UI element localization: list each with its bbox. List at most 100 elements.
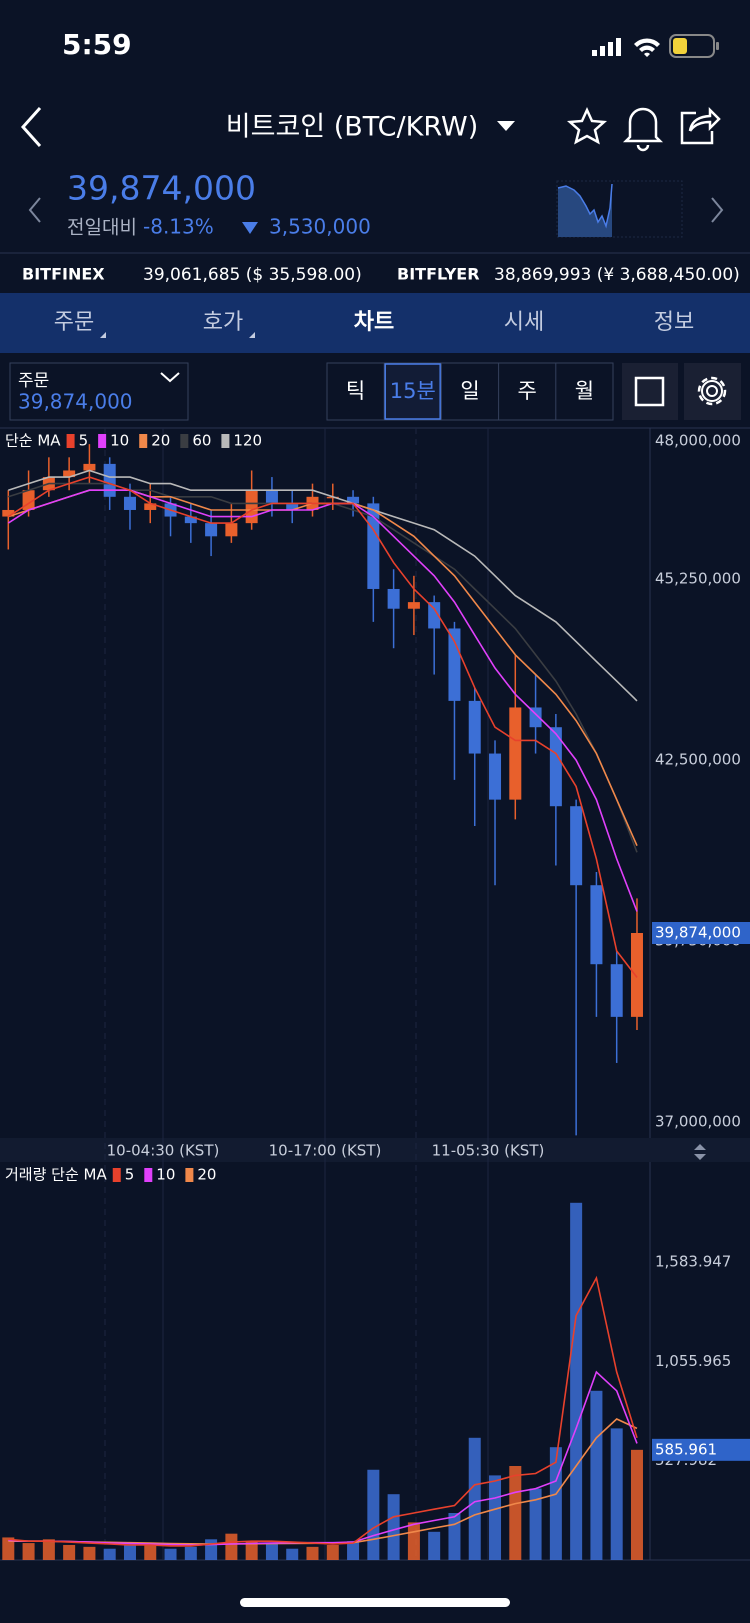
candle-body — [468, 700, 481, 754]
status-time: 5:59 — [62, 28, 132, 61]
favorite-button[interactable] — [566, 106, 608, 145]
candle-body — [428, 602, 441, 629]
legend-swatch — [66, 434, 75, 448]
volume-bar — [83, 1546, 96, 1560]
ma-line — [7, 476, 638, 978]
candle-body — [144, 503, 157, 510]
volume-bar — [42, 1539, 55, 1560]
interval-button[interactable]: 일 — [460, 379, 479, 403]
legend-entry: 20 — [151, 432, 170, 450]
legend-swatch — [185, 1168, 194, 1182]
candle-body — [286, 503, 299, 510]
candle-body — [610, 964, 623, 1017]
order-dropdown[interactable] — [160, 372, 180, 383]
volume-bar — [367, 1469, 380, 1560]
volume-bar — [347, 1541, 360, 1560]
tab[interactable]: 호가 — [203, 310, 243, 335]
tab-bar — [0, 293, 750, 353]
volume-bar — [205, 1539, 218, 1560]
interval-button[interactable]: 주 — [518, 379, 537, 403]
order-label: 주문 — [18, 371, 49, 391]
volume-bar — [2, 1537, 15, 1560]
volume-bar — [489, 1475, 502, 1560]
legend-swatch — [221, 434, 230, 448]
share-button[interactable] — [680, 106, 721, 145]
alert-button[interactable] — [622, 107, 664, 152]
prev-coin[interactable] — [28, 197, 41, 223]
volume-bar — [428, 1531, 441, 1560]
legend-entry: 5 — [125, 1166, 135, 1184]
candle-body — [265, 490, 278, 504]
candle-body — [184, 516, 197, 524]
volume-bar — [509, 1465, 522, 1560]
legend-entry: 20 — [197, 1166, 216, 1184]
vertical-grid — [104, 428, 489, 1560]
volume-bar — [529, 1488, 542, 1560]
time-axis — [0, 1138, 750, 1162]
candle-body — [347, 496, 360, 504]
legend-swatch — [139, 434, 148, 448]
candle-body — [83, 463, 96, 471]
change-amount: 3,530,000 — [269, 215, 371, 239]
volume-bar — [306, 1546, 319, 1560]
settings-button[interactable] — [684, 363, 741, 420]
legend-entry: 60 — [192, 432, 211, 450]
ma-line — [8, 1275, 638, 1547]
legend-swatch — [180, 434, 189, 448]
interval-button[interactable]: 15분 — [390, 379, 436, 403]
y-tick-label: 48,000,000 — [655, 432, 741, 450]
last-volume-label: 585.961 — [655, 1440, 717, 1458]
last-volume-box — [652, 1438, 750, 1461]
mini-chart — [556, 180, 683, 238]
candle-body — [2, 509, 15, 517]
interval-button[interactable]: 틱 — [346, 379, 365, 403]
candle-body — [103, 463, 116, 497]
order-box[interactable] — [9, 362, 189, 421]
ma-line — [8, 469, 638, 702]
volume-bar — [326, 1544, 339, 1560]
candle-body — [529, 707, 542, 728]
tab[interactable]: 정보 — [654, 310, 694, 335]
page-title[interactable]: 비트코인 (BTC/KRW) — [226, 112, 478, 143]
drawing-button[interactable] — [622, 363, 678, 420]
volume-bar — [144, 1544, 157, 1560]
exchange-price: 39,061,685 ($ 35,598.00) — [143, 265, 362, 285]
legend-entry: 10 — [156, 1166, 175, 1184]
volume-tick-label: 1,055.965 — [655, 1352, 731, 1370]
legend-entry: 10 — [110, 432, 129, 450]
tab[interactable]: 차트 — [354, 310, 394, 335]
next-coin[interactable] — [711, 197, 724, 223]
resize-handle[interactable] — [694, 1144, 706, 1160]
volume-bar — [22, 1543, 35, 1560]
volume-bar — [630, 1449, 643, 1560]
candle-body — [570, 806, 583, 886]
candle-body — [509, 707, 522, 800]
ma-line — [8, 1370, 638, 1546]
legend-swatch — [98, 434, 107, 448]
volume-bar — [286, 1548, 299, 1560]
volume-bar — [245, 1541, 258, 1560]
tab[interactable]: 주문 — [54, 310, 94, 335]
x-tick-label: 10-04:30 (KST) — [107, 1142, 220, 1160]
tab[interactable]: 시세 — [504, 310, 544, 335]
y-tick-label: 37,000,000 — [655, 1113, 741, 1131]
current-price: 39,874,000 — [67, 169, 256, 208]
volume-bar — [265, 1543, 278, 1560]
y-tick-label: 45,250,000 — [655, 570, 741, 588]
back-button[interactable] — [20, 106, 42, 148]
interval-group — [326, 362, 614, 421]
candle-body — [448, 628, 461, 701]
title-dropdown[interactable] — [497, 121, 515, 131]
volume-bar — [387, 1494, 400, 1560]
volume-bar — [184, 1546, 197, 1560]
last-price-label: 39,874,000 — [655, 924, 741, 942]
legend-title: 거래량 단순 MA — [5, 1166, 107, 1184]
volume-bar — [610, 1428, 623, 1560]
legend-entry: 120 — [233, 432, 262, 450]
volume-bar — [103, 1548, 116, 1560]
home-indicator — [240, 1598, 510, 1607]
interval-button[interactable]: 월 — [575, 379, 594, 403]
exchange-price: 38,869,993 (¥ 3,688,450.00) — [494, 265, 740, 285]
